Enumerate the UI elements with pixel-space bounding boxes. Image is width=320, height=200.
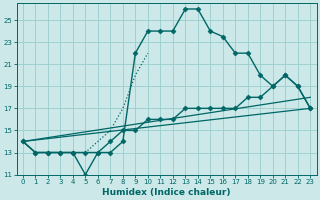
X-axis label: Humidex (Indice chaleur): Humidex (Indice chaleur) [102,188,231,197]
